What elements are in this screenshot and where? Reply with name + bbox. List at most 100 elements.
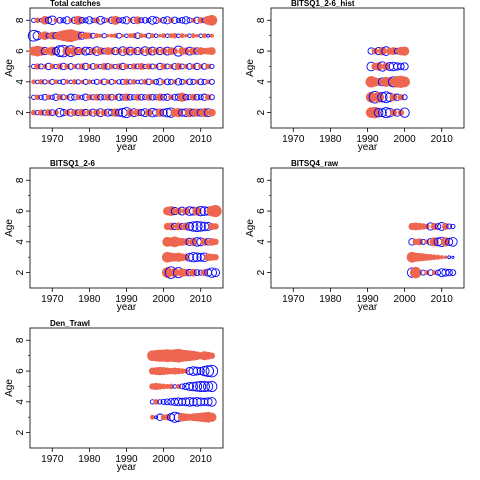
bubble-negative <box>175 17 182 23</box>
bubble-negative <box>434 223 442 230</box>
bubble-negative <box>196 367 205 376</box>
bubble-negative <box>199 365 210 377</box>
bubble-positive <box>49 63 56 70</box>
x-tick-label: 2010 <box>190 294 213 305</box>
y-tick-label: 6 <box>256 208 267 214</box>
y-axis-label: Age <box>4 59 15 77</box>
bubble-negative <box>400 62 409 71</box>
y-tick-label: 4 <box>256 79 267 85</box>
bubble-negative <box>79 94 85 100</box>
bubble-positive <box>424 239 430 245</box>
bubble-negative <box>397 62 405 71</box>
panel-title: BITSQ1_2-6_hist <box>291 0 355 8</box>
bubble-positive <box>110 15 120 25</box>
x-tick-label: 1970 <box>282 294 305 305</box>
bubble-negative <box>160 398 167 405</box>
bubble-positive <box>34 94 41 101</box>
y-tick-label: 8 <box>256 17 267 23</box>
bubble-positive <box>399 76 410 88</box>
bubble-negative <box>446 223 453 230</box>
bubble-negative <box>192 252 202 263</box>
bubble-negative <box>85 16 94 25</box>
bubble-negative <box>149 93 156 101</box>
x-tick-label: 1990 <box>356 134 379 145</box>
x-tick-label: 2000 <box>152 134 175 145</box>
bubble-negative <box>181 397 191 407</box>
bubble-positive <box>56 63 63 70</box>
bubble-positive <box>150 414 155 420</box>
x-axis-label: year <box>117 142 137 153</box>
bubble-negative <box>401 94 408 101</box>
bubble-positive <box>190 63 197 70</box>
bubble-negative <box>82 17 89 24</box>
bubble-negative <box>195 221 206 232</box>
x-tick-label: 2010 <box>190 454 213 465</box>
bubble-negative <box>171 16 179 24</box>
bubble-negative <box>181 16 190 25</box>
bubble-positive <box>369 106 381 119</box>
bubble-negative <box>116 17 123 24</box>
bubble-positive <box>212 254 219 261</box>
bubble-negative <box>44 16 53 24</box>
bubble-positive <box>121 33 125 38</box>
bubble-negative <box>377 92 388 103</box>
bubble-positive <box>153 64 159 69</box>
bubble-negative <box>451 255 455 259</box>
bubble-positive <box>93 63 100 70</box>
bubble-positive <box>201 33 207 39</box>
bubble-negative <box>203 397 213 407</box>
bubble-positive <box>192 206 202 216</box>
bubble-negative <box>184 397 195 407</box>
bubble-positive <box>123 78 130 86</box>
y-tick-label: 6 <box>15 368 26 374</box>
bubble-negative <box>67 93 75 101</box>
x-tick-label: 1980 <box>78 454 101 465</box>
bubble-positive <box>105 17 111 23</box>
bubble-negative <box>115 108 124 117</box>
x-axis-label: year <box>117 302 137 313</box>
bubble-positive <box>106 33 110 38</box>
bubble-positive <box>171 32 178 39</box>
bubble-positive <box>179 33 185 39</box>
y-tick-label: 4 <box>15 79 26 85</box>
bubble-negative <box>157 399 163 405</box>
bubble-negative <box>178 397 187 406</box>
bubble-positive <box>389 93 398 102</box>
bubble-positive <box>42 64 48 69</box>
y-tick-label: 4 <box>256 239 267 245</box>
bubble-negative <box>445 268 453 277</box>
bubble-positive <box>40 16 50 25</box>
bubble-negative <box>448 237 458 247</box>
bubble-negative <box>200 397 209 406</box>
bubble-positive <box>45 94 52 101</box>
bubble-layer <box>161 205 222 279</box>
y-tick-label: 4 <box>15 239 26 245</box>
bubble-negative <box>188 381 199 392</box>
x-tick-label: 1990 <box>115 454 138 465</box>
x-axis-label: year <box>358 302 378 313</box>
x-tick-label: 1980 <box>319 134 342 145</box>
y-tick-label: 2 <box>256 109 267 115</box>
bubble-positive <box>212 238 219 246</box>
bubble-negative <box>174 397 183 407</box>
bubble-positive <box>38 79 44 85</box>
bubble-positive <box>112 94 119 101</box>
bubble-negative <box>60 17 67 24</box>
bubble-negative <box>399 107 410 118</box>
y-axis-label: Age <box>245 59 256 77</box>
bubble-positive <box>168 383 174 390</box>
bubble-negative <box>206 267 217 278</box>
bubble-negative <box>445 237 454 246</box>
bubble-negative <box>192 397 202 407</box>
bubble-positive <box>158 33 162 38</box>
bubble-negative <box>137 108 146 117</box>
x-tick-label: 2000 <box>393 134 416 145</box>
bubble-positive <box>439 255 444 260</box>
bubble-negative <box>206 33 211 38</box>
bubble-negative <box>198 380 210 392</box>
bubble-negative <box>126 93 134 101</box>
x-tick-label: 1970 <box>282 134 305 145</box>
bubble-negative <box>185 382 195 391</box>
